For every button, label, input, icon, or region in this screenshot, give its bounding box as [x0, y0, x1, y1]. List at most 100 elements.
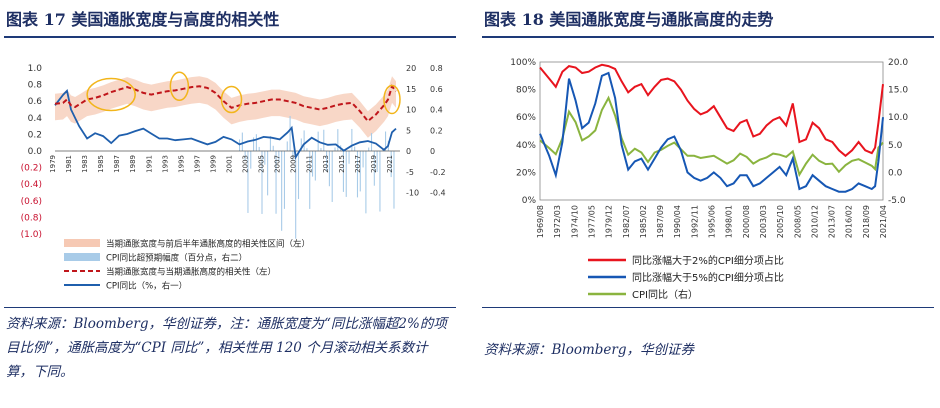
x-tick-label: 1991: [145, 155, 153, 173]
figure-17-source-note: 资料来源：Bloomberg，华创证券，注：通胀宽度为“同比涨幅超2%的项目比例…: [6, 316, 447, 380]
x-tick-label: 1982/07: [622, 205, 631, 238]
x-tick-label: 1974/10: [570, 205, 579, 238]
x-tick-label: 1979/12: [605, 205, 614, 238]
share-above-2pct-line: [539, 63, 884, 158]
y-left-tick: 100%: [510, 58, 536, 68]
highlight-ellipse: [86, 77, 136, 112]
y-left-tick: (0.2): [21, 164, 42, 174]
y-right2-tick: 0.2: [430, 126, 443, 135]
x-tick-label: 2005/10: [776, 205, 785, 238]
x-tick-label: 2005: [258, 155, 266, 173]
y-right1-tick: -10: [406, 189, 419, 198]
y-left-tick: 0.6: [28, 97, 43, 107]
highlight-ellipse: [220, 85, 243, 114]
cpi-yoy-line: [54, 88, 397, 160]
x-tick-label: 1998/01: [725, 205, 734, 238]
figure-18-chart: 100% 80% 60% 40% 20% 0% 20.0 15.0 10.0 5.0 0.0 -5.0…: [510, 58, 908, 301]
x-tick-label: 2021: [386, 155, 394, 173]
x-tick-label: 1972/03: [553, 205, 562, 238]
y-right2-tick: 0.4: [430, 106, 443, 115]
x-tick-label: 1985/02: [639, 205, 648, 238]
figure-17-title: 图表 17 美国通胀宽度与高度的相关性: [6, 10, 280, 29]
x-tick-label: 1992/11: [690, 205, 699, 238]
legend-label: CPI同比（%，右一）: [106, 281, 187, 292]
y-left-tick: 0.4: [28, 114, 43, 124]
y-left-tick: (0.8): [21, 213, 42, 223]
figure-18-source-note: 资料来源：Bloomberg，华创证券: [484, 342, 695, 358]
y-left-tick: 0%: [522, 196, 537, 206]
x-tick-label: 2009: [290, 155, 298, 173]
x-tick-label: 2000/08: [742, 205, 751, 238]
y-right-tick: 5.0: [888, 141, 903, 151]
y-left-tick: 20%: [516, 168, 536, 178]
x-tick-label: 2016/02: [845, 205, 854, 238]
x-tick-label: 1969/08: [536, 205, 545, 238]
x-tick-label: 2017: [354, 155, 362, 173]
x-tick-label: 2001: [226, 155, 234, 173]
x-tick-label: 2008/05: [793, 205, 802, 238]
x-tick-label: 1997: [193, 155, 201, 173]
y-right-tick: -5.0: [888, 196, 906, 206]
x-tick-label: 2019: [370, 155, 378, 173]
y-right1-tick: 10: [406, 106, 416, 115]
x-tick-label: 2007: [274, 155, 282, 173]
x-tick-label: 2010/12: [810, 205, 819, 238]
legend-label: CPI同比（右）: [632, 288, 698, 301]
x-tick-label: 2003: [242, 155, 250, 173]
highlight-ellipse: [383, 84, 401, 115]
legend-swatch: [64, 239, 100, 247]
y-right1-tick: 5: [406, 126, 411, 135]
x-tick-label: 1987/09: [656, 205, 665, 238]
cpi-yoy-line: [539, 95, 884, 178]
y-right2-tick: -0.2: [430, 168, 446, 177]
legend-label: 同比涨幅大于5%的CPI细分项占比: [632, 271, 784, 284]
y-right-tick: 10.0: [888, 113, 908, 123]
y-right-tick: 20.0: [888, 58, 908, 68]
x-tick-label: 1993: [161, 155, 169, 173]
x-tick-label: 2015: [338, 155, 346, 173]
y-left-tick: (0.4): [21, 180, 42, 190]
y-left-tick: (0.6): [21, 197, 42, 207]
y-right2-tick: 0.8: [430, 64, 443, 73]
figure-18-top-rule: [482, 36, 934, 38]
y-left-tick: 80%: [516, 86, 536, 96]
y-left-tick: 0.0: [28, 147, 43, 157]
legend-label: 当期通胀宽度与前后半年通胀高度的相关性区间（左）: [106, 239, 310, 250]
plot-frame: [539, 61, 884, 201]
y-right2-tick: 0: [430, 147, 435, 156]
x-tick-label: 1987: [113, 155, 121, 173]
x-tick-label: 1983: [81, 155, 89, 173]
figure-17-bottom-rule: [4, 307, 456, 308]
y-left-tick: 40%: [516, 141, 536, 151]
correlation-range-band: [55, 76, 396, 138]
legend-label: 同比涨幅大于2%的CPI细分项占比: [632, 254, 784, 267]
y-right-tick: 15.0: [888, 86, 908, 96]
x-tick-label: 2011: [306, 155, 314, 173]
y-left-tick: 1.0: [28, 64, 43, 74]
y-left-tick: (1.0): [21, 230, 42, 240]
correlation-line: [54, 84, 397, 123]
x-tick-label: 2013: [322, 155, 330, 173]
x-tick-label: 2021/04: [879, 205, 888, 238]
x-tick-label: 1981: [65, 155, 73, 173]
highlight-ellipse: [169, 71, 190, 102]
x-tick-label: 2013/07: [828, 205, 837, 238]
x-tick-label: 1977/05: [587, 205, 596, 238]
figure-18-bottom-rule: [482, 307, 934, 308]
y-right1-tick: 15: [406, 85, 416, 94]
y-right1-tick: 0: [406, 147, 411, 156]
y-right2-tick: 0.6: [430, 85, 443, 94]
legend-swatch: [64, 253, 100, 261]
x-tick-label: 1995: [177, 155, 185, 173]
figure-18-title: 图表 18 美国通胀宽度与通胀高度的走势: [484, 10, 774, 29]
x-tick-label: 2003/03: [759, 205, 768, 238]
x-tick-label: 2018/09: [862, 205, 871, 238]
x-tick-label: 1989: [129, 155, 137, 173]
legend-label: CPI同比超预期幅度（百分点，右二）: [106, 253, 247, 264]
figure-17-top-rule: [4, 36, 456, 38]
y-right1-tick: 20: [406, 64, 416, 73]
y-left-tick: 60%: [516, 113, 536, 123]
y-left-tick: 0.2: [28, 130, 42, 140]
figure-17-chart: 1.0 0.8 0.6 0.4 0.2 0.0 (0.2) (0.4) (0.6) (0.8) (1…: [21, 64, 446, 292]
y-right1-tick: -5: [406, 168, 414, 177]
